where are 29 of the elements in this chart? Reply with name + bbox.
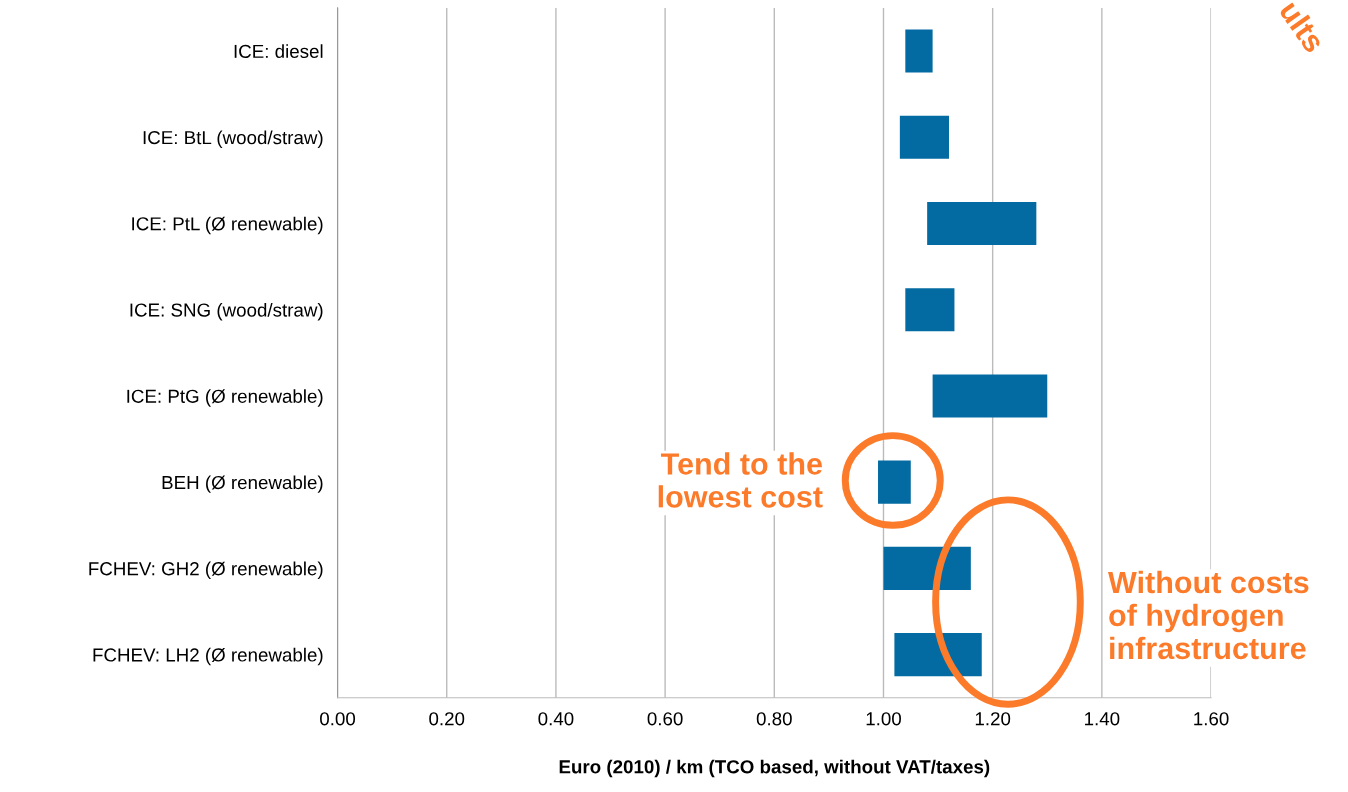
x-tick-label: 1.40 bbox=[1085, 712, 1120, 726]
bar bbox=[905, 288, 955, 332]
x-tick-label: 0.60 bbox=[647, 712, 683, 726]
y-tick-label: FCHEV: GH2 (Ø renewable) bbox=[89, 561, 323, 580]
y-tick-label: ICE: SNG (wood/straw) bbox=[130, 302, 323, 321]
x-tick-label: 1.00 bbox=[866, 712, 901, 726]
annotation: Without costs of hydrogen infrastructure bbox=[1108, 570, 1309, 660]
bar bbox=[894, 633, 982, 677]
x-tick-label: 0.00 bbox=[320, 712, 356, 726]
bar bbox=[905, 29, 933, 73]
x-axis-title: Euro (2010) / km (TCO based, without VAT/taxes) bbox=[559, 759, 990, 778]
bar bbox=[878, 460, 911, 504]
bar bbox=[883, 546, 971, 590]
x-tick-label: 0.40 bbox=[538, 712, 574, 726]
x-tick-label: 0.80 bbox=[756, 712, 792, 726]
y-tick-label: ICE: PtG (Ø renewable) bbox=[127, 389, 323, 407]
y-tick-label: BEH (Ø renewable) bbox=[162, 475, 323, 493]
y-tick-label: ICE: PtL (Ø renewable) bbox=[132, 216, 323, 235]
y-tick-label: ICE: BtL (wood/straw) bbox=[143, 130, 323, 148]
bar bbox=[899, 115, 949, 159]
x-tick-label: 1.20 bbox=[975, 712, 1011, 726]
annotation: Tend to the lowest cost bbox=[658, 452, 823, 508]
text: ults bbox=[1278, 0, 1327, 54]
bar bbox=[932, 374, 1048, 418]
x-tick-label: 1.60 bbox=[1194, 712, 1229, 726]
y-tick-label: ICE: diesel bbox=[234, 44, 323, 59]
y-tick-label: FCHEV: LH2 (Ø renewable) bbox=[93, 647, 323, 666]
bar bbox=[927, 201, 1037, 246]
x-tick-label: 0.20 bbox=[429, 712, 465, 726]
